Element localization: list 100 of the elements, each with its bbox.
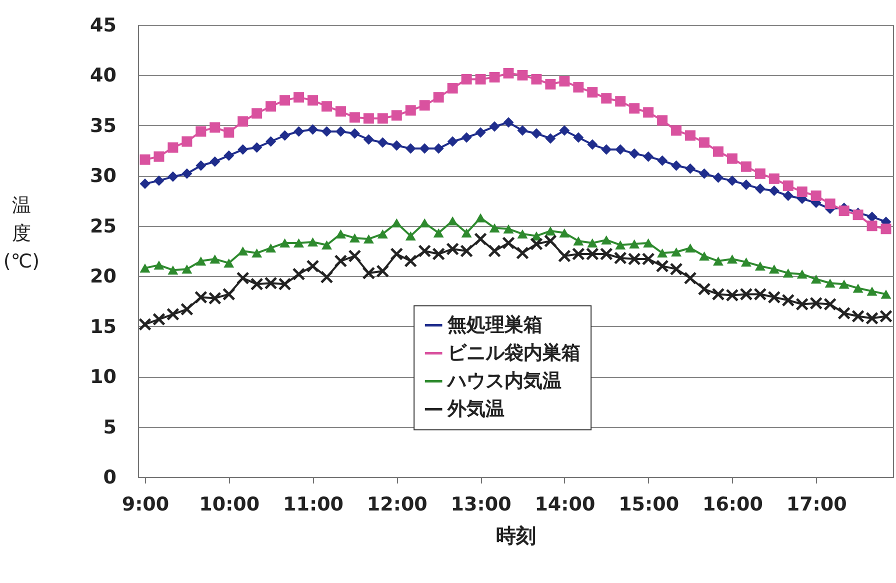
point bbox=[712, 146, 724, 157]
point bbox=[629, 239, 640, 249]
point bbox=[852, 310, 865, 323]
point bbox=[768, 185, 780, 196]
point bbox=[586, 248, 599, 261]
point bbox=[545, 79, 556, 90]
point bbox=[852, 284, 864, 293]
point bbox=[418, 244, 432, 258]
point bbox=[685, 243, 696, 253]
point bbox=[447, 216, 458, 226]
point bbox=[740, 288, 753, 301]
point bbox=[224, 127, 234, 138]
point bbox=[545, 226, 556, 236]
point bbox=[559, 228, 570, 238]
point bbox=[391, 140, 402, 151]
point bbox=[210, 156, 220, 167]
point bbox=[294, 238, 304, 248]
point bbox=[670, 262, 683, 276]
point bbox=[782, 190, 794, 201]
point bbox=[615, 96, 626, 107]
x-axis-title: 時刻 bbox=[496, 524, 536, 548]
point bbox=[210, 254, 220, 264]
point bbox=[377, 229, 388, 238]
point bbox=[810, 274, 822, 284]
point bbox=[726, 153, 738, 164]
point bbox=[601, 93, 612, 104]
point bbox=[210, 122, 220, 133]
point bbox=[182, 264, 192, 274]
point bbox=[615, 240, 626, 250]
point bbox=[154, 260, 164, 270]
point bbox=[222, 288, 236, 301]
point bbox=[699, 168, 710, 179]
x-tick-label: 10:00 bbox=[199, 494, 260, 516]
point bbox=[376, 264, 390, 278]
point bbox=[866, 286, 878, 296]
y-tick-label: 25 bbox=[90, 215, 116, 238]
point bbox=[671, 125, 682, 136]
point bbox=[657, 155, 668, 166]
point bbox=[447, 136, 458, 147]
point bbox=[377, 113, 388, 124]
point bbox=[671, 247, 682, 257]
point bbox=[419, 218, 430, 228]
point bbox=[880, 224, 892, 234]
legend-label: ハウス内気温 bbox=[446, 370, 562, 392]
point bbox=[629, 148, 640, 159]
y-tick-label: 40 bbox=[90, 64, 116, 87]
point bbox=[726, 254, 738, 264]
point bbox=[362, 266, 376, 280]
point bbox=[266, 243, 276, 253]
point bbox=[349, 233, 360, 242]
point bbox=[615, 144, 626, 155]
point bbox=[460, 244, 474, 258]
point bbox=[292, 268, 306, 281]
point bbox=[824, 298, 837, 311]
point bbox=[712, 288, 725, 301]
point bbox=[796, 270, 808, 279]
point bbox=[294, 92, 304, 103]
point bbox=[503, 224, 514, 234]
point bbox=[446, 242, 460, 256]
point bbox=[810, 296, 823, 310]
point bbox=[461, 228, 472, 238]
x-tick-label: 17:00 bbox=[786, 494, 847, 516]
point bbox=[838, 206, 850, 216]
y-tick-label: 20 bbox=[90, 266, 116, 288]
point bbox=[685, 130, 696, 141]
point bbox=[657, 248, 668, 258]
x-tick-label: 11:00 bbox=[283, 494, 344, 516]
point bbox=[390, 248, 404, 261]
point bbox=[838, 280, 850, 289]
point bbox=[629, 103, 640, 114]
point bbox=[349, 112, 360, 123]
point bbox=[433, 228, 444, 238]
point bbox=[531, 128, 542, 139]
point bbox=[754, 288, 767, 301]
point bbox=[419, 143, 430, 154]
point bbox=[587, 238, 598, 248]
point bbox=[573, 236, 584, 246]
point bbox=[224, 150, 234, 161]
point bbox=[461, 74, 472, 84]
point bbox=[182, 136, 192, 147]
point bbox=[768, 173, 780, 184]
point bbox=[502, 236, 515, 250]
point bbox=[182, 168, 192, 179]
point bbox=[740, 179, 752, 190]
point bbox=[782, 180, 794, 191]
point bbox=[656, 260, 669, 273]
point bbox=[880, 310, 892, 323]
point bbox=[643, 107, 654, 118]
point bbox=[545, 133, 556, 144]
y-tick-label: 15 bbox=[90, 316, 116, 338]
point bbox=[404, 254, 418, 268]
point bbox=[238, 116, 248, 127]
point bbox=[236, 272, 250, 285]
point bbox=[643, 151, 654, 162]
point bbox=[280, 95, 290, 106]
point bbox=[824, 278, 836, 288]
point bbox=[308, 95, 318, 106]
point bbox=[405, 143, 416, 154]
point bbox=[306, 260, 320, 273]
point bbox=[531, 74, 542, 84]
